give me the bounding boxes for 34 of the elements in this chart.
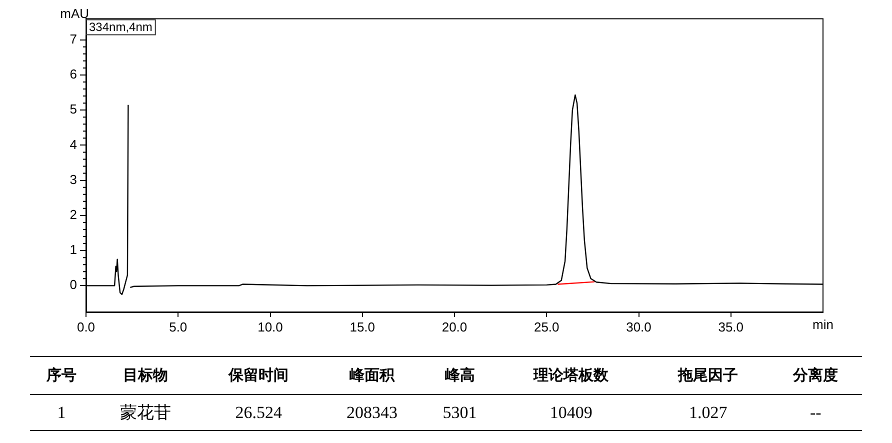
y-tick-label: 6 <box>70 66 77 82</box>
text: 5301 <box>442 402 478 424</box>
category-label: 理论塔板数 <box>532 365 610 386</box>
category-label: 目标物 <box>122 365 169 386</box>
category-label: 拖尾因子 <box>676 365 740 386</box>
category-label: 峰高 <box>444 365 476 386</box>
x-tick-label: 35.0 <box>718 319 744 334</box>
category-label: 序号 <box>45 365 78 386</box>
text: 10409 <box>548 402 594 424</box>
x-tick-label: 30.0 <box>626 319 652 334</box>
x-tick-label: 25.0 <box>534 319 560 334</box>
y-tick-label: 3 <box>70 172 77 187</box>
y-tick-label: 2 <box>70 207 77 222</box>
x-axis-title: min <box>812 317 834 332</box>
x-tick-label: 0.0 <box>76 319 96 334</box>
category-label: 保留时间 <box>227 365 290 386</box>
y-tick-label: 4 <box>70 136 77 152</box>
x-tick-label: 10.0 <box>258 319 283 334</box>
text: 334nm,4nm <box>89 20 152 34</box>
y-tick-label: 5 <box>70 102 77 117</box>
text: 26.524 <box>234 402 284 424</box>
text: 蒙花苷 <box>118 402 172 424</box>
category-label: 分离度 <box>792 365 840 386</box>
y-axis-title: mAU <box>60 6 89 22</box>
x-tick-label: 5.0 <box>169 319 188 334</box>
y-tick-label: 0 <box>70 277 77 292</box>
x-tick-label: 20.0 <box>442 319 468 334</box>
text: 208343 <box>346 402 399 424</box>
x-tick-label: 15.0 <box>350 319 376 334</box>
category-label: 峰面积 <box>348 365 396 386</box>
y-tick-label: 1 <box>70 242 77 258</box>
y-tick-label: 7 <box>70 31 77 46</box>
text: 1.027 <box>688 402 728 424</box>
text: -- <box>808 402 822 424</box>
